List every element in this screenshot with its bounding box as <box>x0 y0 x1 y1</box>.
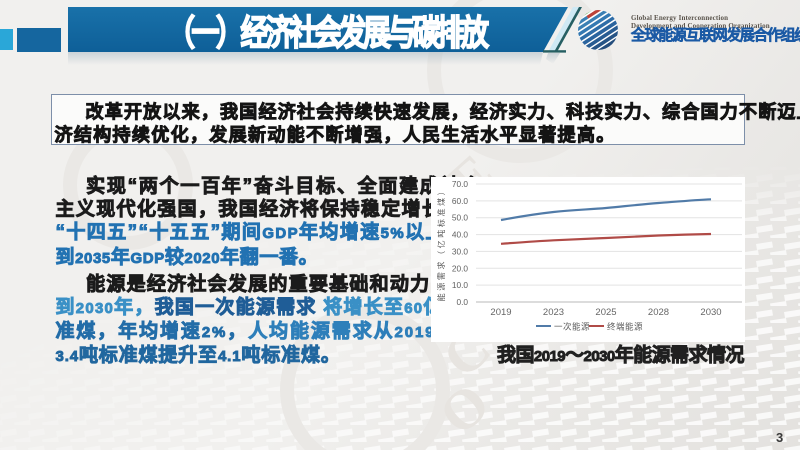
svg-text:终端能源: 终端能源 <box>607 322 643 332</box>
svg-text:2019: 2019 <box>490 307 511 318</box>
svg-text:70.0: 70.0 <box>452 179 469 189</box>
svg-text:30.0: 30.0 <box>452 246 469 256</box>
svg-text:20.0: 20.0 <box>452 263 469 273</box>
svg-text:60.0: 60.0 <box>452 196 469 206</box>
svg-text:2028: 2028 <box>648 307 669 318</box>
svg-text:2023: 2023 <box>543 307 564 318</box>
svg-text:50.0: 50.0 <box>452 213 469 223</box>
svg-text:2025: 2025 <box>595 307 616 318</box>
svg-text:0.0: 0.0 <box>456 297 468 307</box>
svg-text:10.0: 10.0 <box>452 280 469 290</box>
svg-text:40.0: 40.0 <box>452 230 469 240</box>
svg-text:能源需求（亿吨标准煤）: 能源需求（亿吨标准煤） <box>436 185 446 302</box>
svg-text:一次能源: 一次能源 <box>554 322 590 332</box>
svg-text:2030: 2030 <box>700 307 721 318</box>
